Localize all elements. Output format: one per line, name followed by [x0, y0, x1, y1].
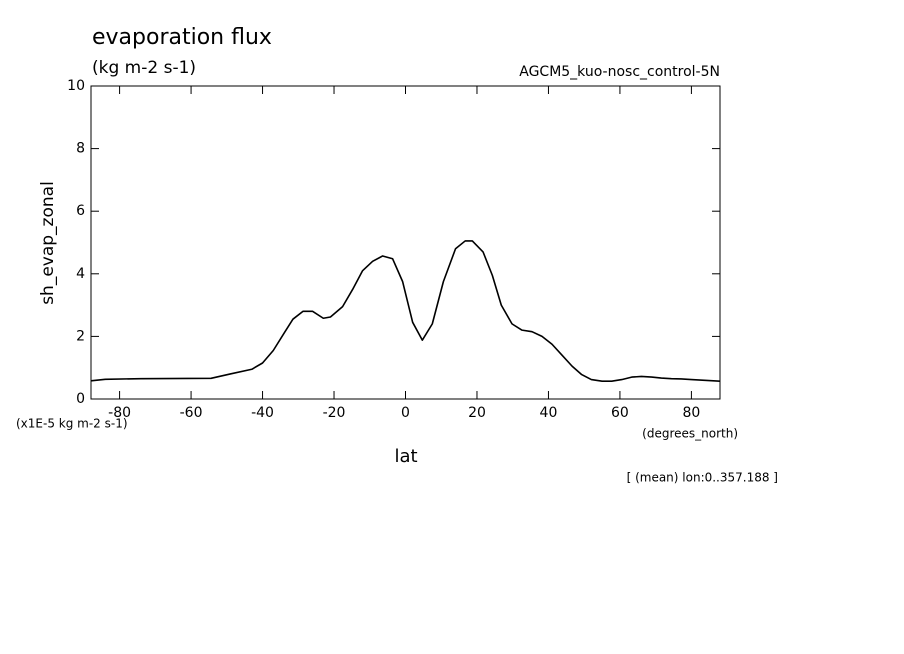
- y-tick-label: 0: [76, 391, 85, 407]
- x-tick-label: -20: [323, 405, 346, 421]
- chart-subtitle: (kg m-2 s-1): [92, 58, 196, 78]
- x-tick-label: 60: [611, 405, 629, 421]
- x-tick-label: 40: [540, 405, 558, 421]
- y-axis-label: sh_evap_zonal: [38, 181, 58, 305]
- y-tick-label: 2: [76, 328, 85, 344]
- note: [ (mean) lon:0..357.188 ]: [627, 471, 778, 485]
- y-tick-label: 8: [76, 141, 85, 157]
- x-tick-label: 20: [468, 405, 486, 421]
- plot-frame: [90, 85, 721, 400]
- y-tick-label: 6: [76, 203, 85, 219]
- x-tick-label: 0: [401, 405, 410, 421]
- x-tick-label: -60: [180, 405, 203, 421]
- y-tick-label: 4: [76, 266, 85, 282]
- y-units: (x1E-5 kg m-2 s-1): [16, 417, 128, 431]
- chart-title: evaporation flux: [92, 25, 272, 50]
- x-axis-label: lat: [394, 446, 417, 467]
- x-tick-label: 80: [682, 405, 700, 421]
- x-tick-label: -80: [108, 405, 131, 421]
- data-line: [90, 240, 721, 382]
- x-units: (degrees_north): [642, 427, 738, 441]
- y-tick-label: 10: [67, 78, 85, 94]
- x-tick-label: -40: [251, 405, 274, 421]
- experiment-label: AGCM5_kuo-nosc_control-5N: [519, 64, 720, 80]
